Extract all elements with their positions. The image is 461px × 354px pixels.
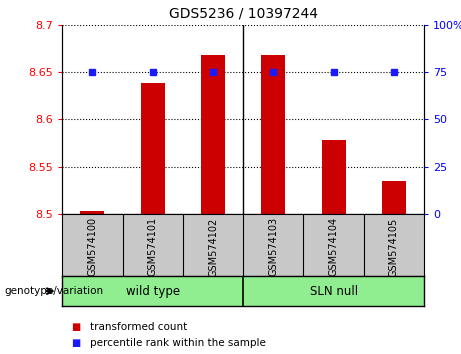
Bar (80, 211, 105, 214)
Bar (322, 140, 346, 214)
Text: genotype/variation: genotype/variation (5, 286, 104, 296)
Text: GSM574102: GSM574102 (208, 217, 218, 276)
Text: transformed count: transformed count (90, 322, 187, 332)
Bar (261, 55, 285, 214)
Text: GSM574104: GSM574104 (329, 217, 339, 276)
Text: percentile rank within the sample: percentile rank within the sample (90, 338, 266, 348)
Text: GSM574101: GSM574101 (148, 217, 158, 276)
Bar (382, 181, 406, 214)
Text: SLN null: SLN null (310, 285, 358, 298)
Text: wild type: wild type (126, 285, 180, 298)
Text: GSM574103: GSM574103 (268, 217, 278, 276)
Text: ■: ■ (71, 322, 81, 332)
Title: GDS5236 / 10397244: GDS5236 / 10397244 (169, 7, 318, 21)
Text: ■: ■ (71, 338, 81, 348)
Text: GSM574105: GSM574105 (389, 217, 399, 276)
Bar (201, 55, 225, 214)
Text: GSM574100: GSM574100 (88, 217, 97, 276)
Bar (141, 84, 165, 214)
